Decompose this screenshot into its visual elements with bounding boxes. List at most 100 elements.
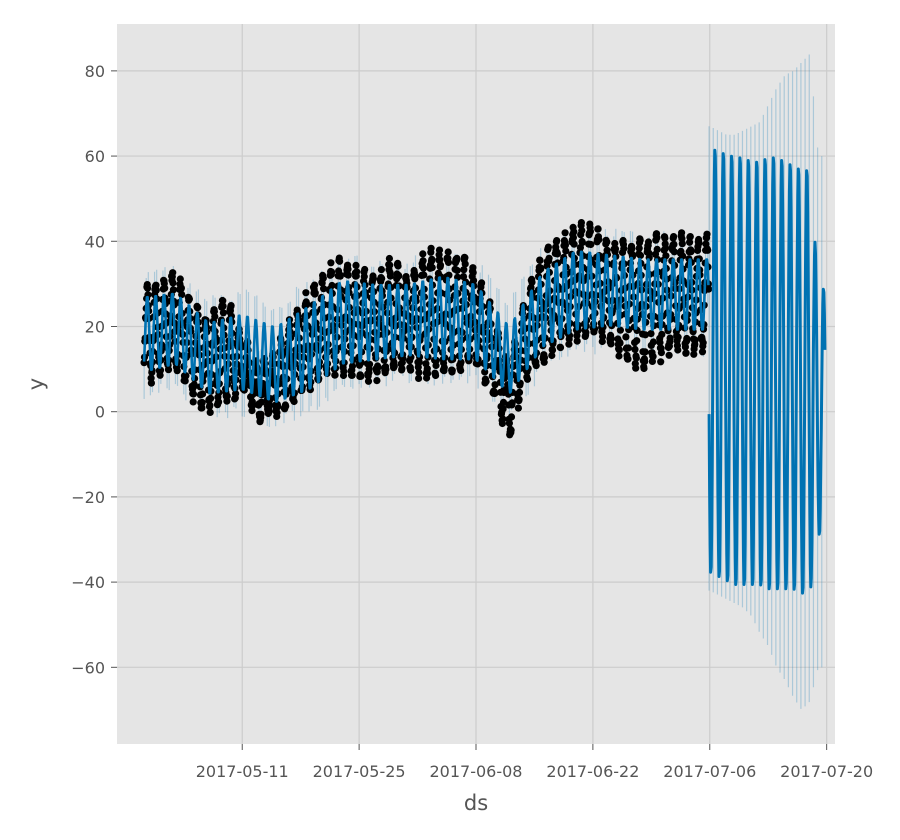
actual-point [573,337,581,345]
actual-point [624,344,633,352]
actual-point [662,252,670,260]
actual-point [607,335,615,343]
actual-point [394,262,402,270]
actual-point [152,281,160,289]
forecast-lines [142,148,827,595]
actual-point [670,240,678,248]
actual-point [453,254,461,262]
actual-point [633,337,641,345]
actual-point [661,234,669,242]
actual-point [548,346,557,354]
actual-point [436,261,445,269]
x-axis-label: ds [464,791,488,815]
actual-point [561,241,570,249]
actual-point [678,240,686,248]
actual-point [649,338,658,346]
actual-point [582,328,590,336]
actual-point [587,240,595,249]
actual-point [190,380,198,389]
actual-point [569,234,578,242]
x-axis-ticks: 2017-05-11 2017-05-25 2017-06-08 2017-06-22… [196,744,873,781]
actual-point [303,300,311,308]
actual-point [478,279,486,287]
actual-point [344,271,352,279]
actual-point [189,398,197,406]
actual-point [215,398,223,406]
actual-point [369,275,377,283]
actual-point [382,365,390,373]
actual-point [635,244,643,252]
y-tick-label: 0 [95,403,105,422]
x-tick-label: 2017-06-22 [546,762,639,781]
actual-point [611,245,620,253]
actual-point [545,254,553,262]
actual-point [691,336,699,344]
actual-point [385,254,393,263]
actual-point [631,345,639,353]
actual-point [386,261,394,269]
actual-point [491,389,499,398]
actual-point [336,257,344,265]
actual-point [411,272,419,280]
y-tick-label: 40 [85,232,105,251]
actual-point [444,258,453,266]
actual-point [682,349,690,357]
actual-point [599,333,607,341]
actual-point [662,244,670,252]
actual-point [562,247,570,255]
actual-point [373,377,381,385]
actual-point [523,375,532,383]
actual-point [540,354,549,362]
actual-point [173,367,181,375]
actual-point [453,266,461,275]
actual-point [140,359,148,367]
forecast-line [142,250,710,403]
actual-point [603,238,611,246]
actual-point [647,330,655,338]
actual-point [678,229,686,237]
actual-point [198,398,206,407]
y-tick-label: −40 [71,573,105,592]
x-tick-label: 2017-05-25 [313,762,406,781]
actual-point [444,248,452,256]
actual-point [507,426,515,434]
actual-point [649,352,657,360]
actual-point [407,366,415,374]
actual-point [690,350,698,358]
actual-point [232,390,240,398]
actual-point [658,330,666,338]
actual-point [499,405,507,413]
actual-point [578,227,586,235]
actual-point [206,408,214,416]
actual-point [378,274,386,283]
actual-point [469,269,477,277]
actual-point [657,349,666,357]
actual-point [461,254,469,262]
actual-point [508,399,516,407]
actual-point [360,272,368,281]
actual-point [176,275,184,283]
actual-point [227,302,235,310]
actual-point [653,245,661,253]
actual-point [620,245,628,253]
actual-point [177,284,185,292]
actual-point [681,343,690,351]
actual-point [428,264,436,272]
actual-point [169,269,177,277]
actual-point [674,333,682,341]
actual-point [198,404,206,412]
actual-point [282,402,290,410]
actual-point [705,285,713,293]
actual-point [419,250,427,258]
actual-point [189,390,198,398]
actual-point [528,278,536,286]
actual-point [653,234,661,242]
actual-point [361,265,369,274]
actual-point [169,286,177,294]
actual-point [499,415,507,423]
actual-point [152,286,160,294]
actual-point [290,397,298,406]
actual-point [274,403,282,411]
actual-point [348,362,357,370]
